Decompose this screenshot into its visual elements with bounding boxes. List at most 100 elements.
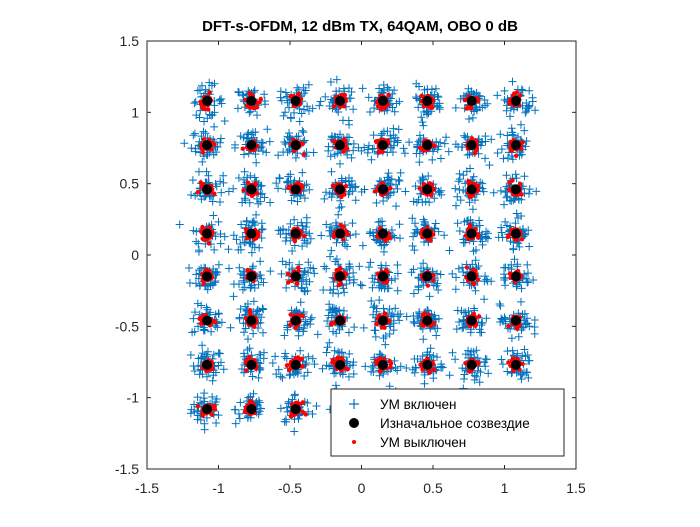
point-pa-on bbox=[321, 188, 330, 197]
point-pa-on bbox=[268, 359, 277, 368]
point-ideal bbox=[377, 315, 388, 326]
point-pa-on bbox=[201, 129, 210, 138]
point-ideal bbox=[466, 228, 477, 239]
point-pa-on bbox=[430, 194, 439, 203]
point-pa-off bbox=[338, 281, 344, 287]
point-pa-on bbox=[239, 349, 248, 358]
point-pa-on bbox=[242, 216, 251, 225]
point-pa-on bbox=[385, 85, 394, 94]
point-pa-on bbox=[302, 180, 311, 189]
point-pa-on bbox=[219, 171, 228, 180]
point-pa-on bbox=[203, 150, 212, 159]
point-pa-on bbox=[257, 225, 266, 234]
point-pa-on bbox=[344, 84, 353, 93]
point-pa-on bbox=[525, 185, 534, 194]
point-pa-on bbox=[378, 129, 387, 138]
point-pa-on bbox=[515, 242, 524, 251]
point-pa-on bbox=[194, 239, 203, 248]
point-pa-off bbox=[341, 137, 347, 142]
point-pa-on bbox=[336, 130, 345, 139]
point-pa-on bbox=[301, 317, 310, 326]
point-pa-off bbox=[467, 222, 473, 228]
point-pa-off bbox=[507, 180, 512, 185]
point-pa-on bbox=[411, 93, 420, 102]
point-pa-on bbox=[455, 226, 464, 235]
point-pa-on bbox=[349, 146, 358, 155]
point-pa-on bbox=[190, 367, 199, 376]
point-pa-off bbox=[243, 368, 249, 373]
point-pa-on bbox=[312, 401, 321, 410]
point-pa-off bbox=[417, 186, 422, 191]
point-pa-on bbox=[292, 306, 301, 315]
point-ideal bbox=[202, 228, 213, 239]
point-pa-on bbox=[195, 137, 204, 146]
point-pa-on bbox=[434, 227, 443, 236]
point-pa-on bbox=[295, 117, 304, 126]
point-pa-on bbox=[364, 263, 373, 272]
point-ideal bbox=[422, 228, 433, 239]
point-pa-on bbox=[391, 304, 400, 313]
point-ideal bbox=[466, 140, 477, 151]
point-pa-on bbox=[198, 157, 207, 166]
point-pa-on bbox=[216, 229, 225, 238]
point-pa-on bbox=[532, 187, 541, 196]
point-pa-off bbox=[300, 400, 306, 405]
point-ideal bbox=[377, 271, 388, 282]
point-pa-on bbox=[288, 247, 297, 256]
point-pa-on bbox=[285, 258, 294, 267]
point-pa-on bbox=[393, 269, 402, 278]
point-pa-on bbox=[282, 354, 291, 363]
point-pa-on bbox=[192, 270, 201, 279]
point-pa-on bbox=[219, 365, 228, 374]
point-pa-on bbox=[297, 283, 306, 292]
point-pa-on bbox=[235, 414, 244, 423]
point-pa-on bbox=[459, 186, 468, 195]
point-pa-on bbox=[361, 362, 370, 371]
point-pa-off bbox=[200, 150, 206, 155]
point-pa-on bbox=[256, 182, 265, 191]
point-pa-on bbox=[358, 84, 367, 93]
point-pa-on bbox=[309, 264, 318, 273]
point-pa-on bbox=[185, 264, 194, 273]
point-pa-on bbox=[293, 197, 302, 206]
point-pa-off bbox=[379, 325, 385, 330]
point-pa-on bbox=[216, 239, 225, 248]
point-ideal bbox=[377, 95, 388, 106]
point-pa-on bbox=[381, 331, 390, 340]
point-pa-on bbox=[250, 173, 259, 182]
point-pa-on bbox=[260, 96, 269, 105]
point-pa-off bbox=[508, 147, 513, 153]
point-pa-on bbox=[460, 370, 469, 379]
point-ideal bbox=[202, 315, 213, 326]
point-pa-on bbox=[395, 220, 404, 229]
point-pa-on bbox=[332, 105, 341, 114]
point-pa-off bbox=[517, 93, 523, 98]
point-pa-on bbox=[193, 86, 202, 95]
point-pa-on bbox=[321, 92, 330, 101]
point-pa-on bbox=[200, 326, 209, 335]
point-pa-on bbox=[395, 97, 404, 106]
point-pa-on bbox=[304, 352, 313, 361]
point-pa-on bbox=[190, 129, 199, 138]
point-pa-on bbox=[507, 334, 516, 343]
y-tick-label: -0.5 bbox=[115, 318, 139, 334]
point-pa-on bbox=[252, 194, 261, 203]
point-pa-on bbox=[265, 137, 274, 146]
point-pa-on bbox=[258, 304, 267, 313]
point-pa-on bbox=[498, 233, 507, 242]
point-pa-on bbox=[452, 201, 461, 210]
point-pa-on bbox=[410, 219, 419, 228]
point-pa-on bbox=[468, 205, 477, 214]
point-pa-off bbox=[517, 181, 523, 186]
point-pa-on bbox=[368, 363, 377, 372]
point-pa-on bbox=[325, 338, 334, 347]
point-pa-on bbox=[411, 182, 420, 191]
point-pa-on bbox=[238, 90, 247, 99]
point-pa-off bbox=[378, 107, 384, 112]
point-pa-off bbox=[477, 314, 482, 319]
point-pa-on bbox=[319, 285, 328, 294]
point-pa-on bbox=[340, 288, 349, 297]
point-pa-on bbox=[388, 231, 397, 240]
point-pa-off bbox=[463, 361, 468, 366]
point-pa-on bbox=[497, 355, 506, 364]
